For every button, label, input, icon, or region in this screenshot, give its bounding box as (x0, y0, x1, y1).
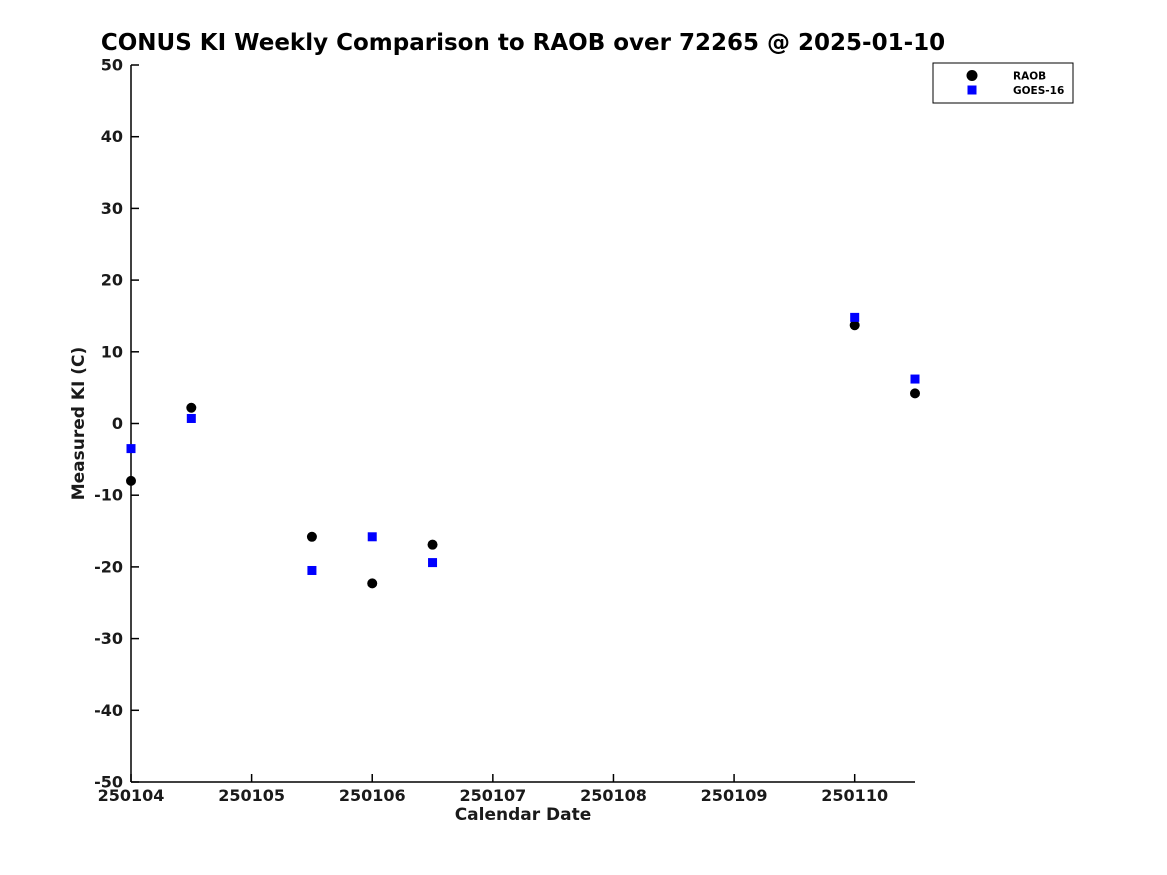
x-tick-label: 250107 (459, 786, 526, 805)
x-tick-label: 250105 (218, 786, 285, 805)
data-point-goes-16 (428, 558, 438, 568)
x-tick-label: 250108 (580, 786, 647, 805)
y-tick-label: -30 (94, 629, 123, 648)
y-tick-label: 20 (101, 271, 123, 290)
y-tick-label: 30 (101, 199, 123, 218)
data-point-raob (186, 402, 197, 413)
legend-label-goes-16: GOES-16 (1013, 85, 1064, 97)
x-axis-title: Calendar Date (455, 805, 592, 825)
x-tick-label: 250110 (821, 786, 888, 805)
data-point-raob (427, 539, 438, 550)
data-point-raob (849, 320, 860, 331)
y-tick-label: -20 (94, 557, 123, 576)
data-point-raob (306, 531, 317, 542)
y-tick-label: -40 (94, 701, 123, 720)
data-point-goes-16 (186, 413, 196, 423)
y-tick-label: -10 (94, 486, 123, 505)
chart-title: CONUS KI Weekly Comparison to RAOB over … (101, 30, 945, 56)
data-point-goes-16 (307, 565, 317, 575)
data-point-goes-16 (850, 312, 860, 322)
y-tick-label: -50 (94, 773, 123, 792)
y-tick-label: 10 (101, 342, 123, 361)
x-tick-label: 250109 (701, 786, 768, 805)
data-point-raob (126, 475, 136, 486)
x-tick-label: 250104 (98, 786, 165, 805)
legend-label-raob: RAOB (1013, 70, 1046, 82)
y-tick-label: 50 (101, 56, 123, 75)
y-axis-title: Measured KI (C) (69, 347, 89, 501)
legend-marker-goes-16 (967, 85, 977, 95)
x-tick-label: 250106 (339, 786, 406, 805)
legend-marker-raob (966, 70, 978, 81)
data-point-goes-16 (367, 532, 377, 542)
data-point-raob (367, 578, 378, 589)
data-point-raob (910, 388, 920, 399)
data-point-goes-16 (910, 374, 920, 384)
legend-box (932, 62, 1074, 104)
data-point-goes-16 (126, 444, 136, 454)
y-tick-label: 40 (101, 127, 123, 146)
y-tick-label: 0 (112, 414, 123, 433)
